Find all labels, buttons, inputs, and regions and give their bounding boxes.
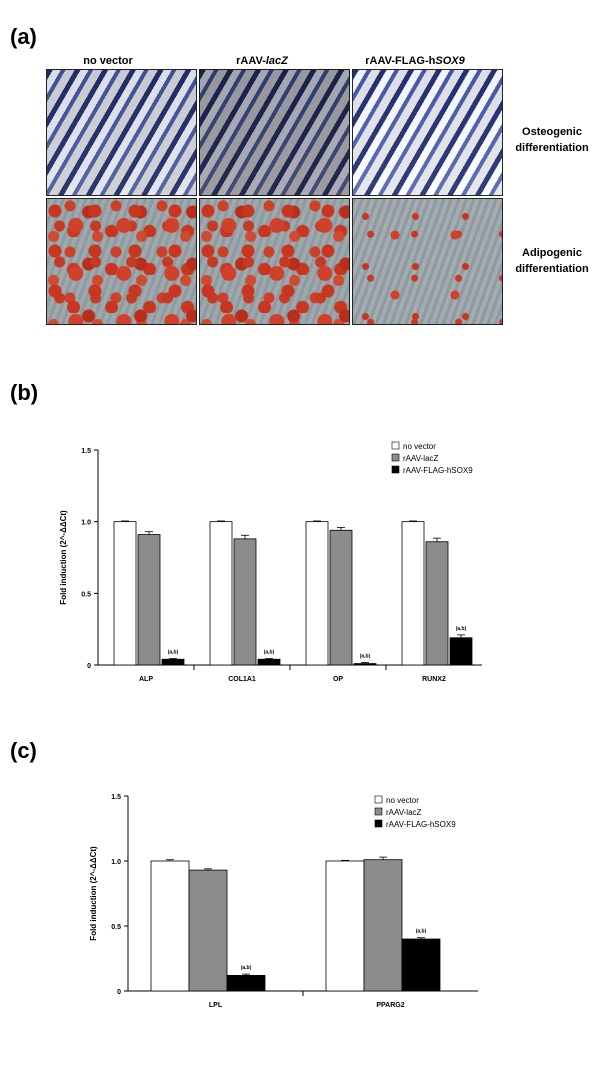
osteogenic-no-vector-image xyxy=(46,69,197,196)
row-label-adipogenic-line1: Adipogenic xyxy=(522,247,582,259)
bar xyxy=(363,859,403,992)
adipogenic-no-vector-image xyxy=(46,198,197,325)
x-category-label: COL1A1 xyxy=(228,676,256,683)
legend-swatch xyxy=(374,795,383,804)
bar xyxy=(305,521,329,666)
row-label-adipogenic-line2: differentiation xyxy=(515,263,589,275)
bar xyxy=(449,637,473,666)
y-tick-label: 0 xyxy=(87,663,91,670)
chart-b: 0 0.5 1.0 1.5 Fold induction (2^-ΔΔCt) (a,b) A… xyxy=(59,441,482,683)
row-label-osteogenic-line1: Osteogenic xyxy=(522,126,582,138)
y-tick-label: 1.0 xyxy=(111,859,121,866)
bar xyxy=(137,534,161,666)
bar xyxy=(226,974,266,992)
y-tick-label: 0.5 xyxy=(111,924,121,931)
y-axis-label: Fold induction (2^-ΔΔCt) xyxy=(89,846,98,941)
y-tick-label: 0.5 xyxy=(81,591,91,598)
bar xyxy=(188,869,228,992)
significance-annotation: (a,b) xyxy=(241,965,252,971)
legend-label: no vector xyxy=(403,442,436,451)
bar xyxy=(325,860,365,992)
significance-annotation: (a,b) xyxy=(456,626,467,632)
bar xyxy=(425,541,449,666)
bar xyxy=(233,538,257,666)
bar xyxy=(257,658,281,666)
row-label-osteogenic-line2: differentiation xyxy=(515,142,589,154)
panel-a-letter: (a) xyxy=(10,24,37,49)
legend-swatch xyxy=(391,453,400,462)
panel-c-letter: (c) xyxy=(10,738,37,763)
legend-label: rAAV-lacZ xyxy=(403,454,439,463)
column-header-sox9: rAAV-FLAG-hSOX9 xyxy=(365,55,465,67)
row-label-osteogenic: Osteogenic differentiation xyxy=(506,124,598,156)
significance-annotation: (a,b) xyxy=(168,650,179,656)
significance-annotation: (a,b) xyxy=(264,650,275,656)
significance-annotation: (a,b) xyxy=(360,653,371,659)
y-tick-label: 1.5 xyxy=(81,448,91,455)
legend-swatch xyxy=(391,465,400,474)
x-category-label: RUNX2 xyxy=(422,676,446,683)
y-tick-label: 1.0 xyxy=(81,520,91,527)
legend-swatch xyxy=(374,819,383,828)
bar xyxy=(209,521,233,666)
legend-label: rAAV-lacZ xyxy=(386,808,422,817)
legend-label: no vector xyxy=(386,796,419,805)
bar xyxy=(401,521,425,666)
y-tick-label: 1.5 xyxy=(111,794,121,801)
bar xyxy=(401,938,441,992)
osteogenic-lacz-image xyxy=(199,69,350,196)
x-category-label: ALP xyxy=(139,676,153,683)
x-category-label: PPARG2 xyxy=(376,1002,404,1009)
legend-swatch xyxy=(391,441,400,450)
bar xyxy=(150,860,190,992)
x-category-label: OP xyxy=(333,676,343,683)
adipogenic-sox9-image xyxy=(352,198,503,325)
column-header-lacz: rAAV-lacZ xyxy=(236,55,288,67)
chart-c: 0 0.5 1.0 1.5 Fold induction (2^-ΔΔCt) (a,b) L… xyxy=(89,794,478,1009)
legend-label: rAAV-FLAG-hSOX9 xyxy=(386,820,456,829)
significance-annotation: (a,b) xyxy=(416,929,427,935)
row-label-adipogenic: Adipogenic differentiation xyxy=(506,245,598,277)
legend-swatch xyxy=(374,807,383,816)
osteogenic-sox9-image xyxy=(352,69,503,196)
bar xyxy=(329,529,353,666)
y-axis-label: Fold induction (2^-ΔΔCt) xyxy=(59,510,68,605)
bar xyxy=(113,521,137,666)
legend-label: rAAV-FLAG-hSOX9 xyxy=(403,466,473,475)
bar xyxy=(353,663,377,666)
column-header-no-vector: no vector xyxy=(83,55,133,67)
y-tick-label: 0 xyxy=(117,989,121,996)
x-category-label: LPL xyxy=(209,1002,223,1009)
panel-b-letter: (b) xyxy=(10,380,39,405)
bar xyxy=(161,658,185,666)
adipogenic-lacz-image xyxy=(199,198,350,325)
